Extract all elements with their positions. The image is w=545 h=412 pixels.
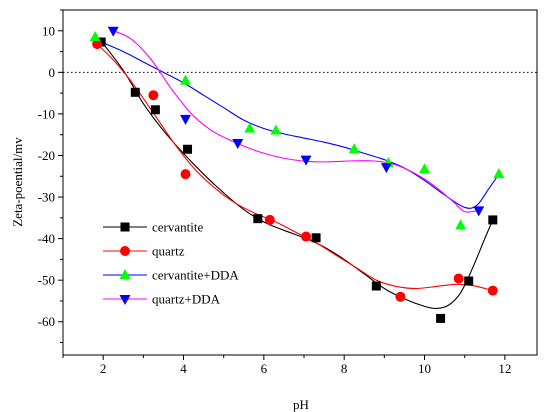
quartz-dda-point — [232, 139, 244, 150]
x-tick-label: 12 — [498, 361, 511, 376]
quartz-dda-point — [473, 206, 485, 217]
y-tick-label: -10 — [38, 106, 55, 121]
legend-marker-cervantite — [120, 222, 130, 232]
quartz-point — [264, 214, 275, 225]
cervantite-point — [488, 215, 498, 225]
legend-marker-quartz — [120, 246, 130, 256]
y-tick-label: -30 — [38, 190, 55, 205]
y-tick-label: -60 — [38, 314, 55, 329]
cervantite-dda-point — [455, 219, 467, 230]
cervantite-point — [183, 144, 193, 154]
cervantite-point — [253, 214, 263, 224]
cervantite-dda-point — [270, 124, 282, 135]
cervantite-curve — [100, 40, 494, 310]
quartz-point — [92, 39, 103, 50]
legend-marker-cervantite-dda — [119, 269, 131, 279]
y-tick-label: -40 — [38, 231, 55, 246]
quartz-curve — [96, 43, 493, 292]
cervantite-dda-curve — [98, 40, 500, 209]
data-markers — [89, 26, 505, 323]
plot-frame — [62, 9, 538, 356]
y-axis-ticks: 10 0 -10 -20 -30 -40 -50 -60 — [38, 9, 63, 344]
cervantite-point — [150, 105, 160, 115]
x-axis-title: pH — [293, 397, 309, 412]
cervantite-point — [436, 313, 446, 323]
legend-marker-quartz-dda — [119, 295, 131, 305]
legend-label-cervantite: cervantite — [152, 220, 203, 235]
legend-label-cervantite-dda: cervantite+DDA — [152, 268, 239, 283]
quartz-point — [453, 273, 464, 284]
x-tick-label: 8 — [341, 361, 348, 376]
y-tick-label: 10 — [42, 23, 55, 38]
cervantite-point — [130, 87, 140, 97]
x-tick-label: 4 — [180, 361, 187, 376]
cervantite-point — [371, 281, 381, 291]
y-tick-label: 0 — [49, 65, 56, 80]
cervantite-dda-point — [244, 122, 256, 133]
quartz-point — [180, 169, 191, 180]
cervantite-dda-point — [493, 168, 505, 179]
x-tick-label: 10 — [418, 361, 431, 376]
legend: cervantite quartz cervantite+DDA quartz+DDA — [103, 220, 239, 307]
quartz-point — [148, 90, 159, 101]
quartz-point — [395, 291, 406, 302]
cervantite-dda-point — [89, 31, 101, 42]
quartz-point — [487, 285, 498, 296]
cervantite-point — [311, 233, 321, 243]
quartz-dda-point — [300, 155, 312, 166]
legend-label-quartz: quartz — [152, 244, 185, 259]
quartz-dda-point — [380, 163, 392, 174]
fit-curves — [96, 30, 500, 310]
legend-label-quartz-dda: quartz+DDA — [152, 292, 221, 307]
y-axis-title: Zeta-poential/mv — [10, 137, 25, 227]
y-tick-label: -20 — [38, 148, 55, 163]
x-tick-label: 6 — [261, 361, 268, 376]
quartz-dda-curve — [112, 30, 479, 213]
quartz-dda-point — [107, 26, 119, 37]
y-tick-label: -50 — [38, 273, 55, 288]
quartz-point — [301, 231, 312, 242]
cervantite-point — [464, 276, 474, 286]
quartz-dda-point — [180, 114, 192, 125]
cervantite-dda-point — [180, 74, 192, 85]
x-tick-label: 2 — [100, 361, 107, 376]
cervantite-dda-point — [348, 143, 360, 154]
x-axis-ticks: 2 4 6 8 10 12 — [62, 355, 511, 376]
cervantite-dda-point — [419, 163, 431, 174]
